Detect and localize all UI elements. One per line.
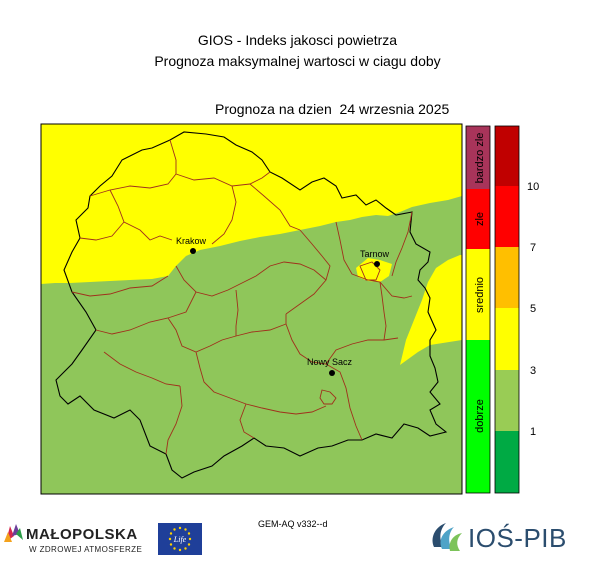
scale-label-3: 3 [530, 365, 536, 377]
voivodeship-border [55, 131, 448, 479]
city-marker-krakow: Krakow [176, 236, 207, 254]
legend-cat-bardzo-zle [466, 126, 490, 189]
ios-pib-logo-icon [432, 523, 462, 551]
legend-cat-srednio [466, 249, 490, 340]
legend-cat-label-dobrze: dobrze [474, 399, 486, 433]
eu-flag-icon: Life [158, 523, 202, 555]
city-label-nowy-sacz: Nowy Sacz [307, 357, 353, 367]
scale-label-7: 7 [530, 242, 536, 254]
city-label-tarnow: Tarnow [360, 249, 390, 259]
map-area-moderate [41, 124, 462, 284]
forecast-date: Prognoza na dzien 24 wrzesnia 2025 [215, 101, 450, 117]
scale-band-4 [495, 308, 519, 370]
index-scale: 10 7 5 3 1 [494, 125, 539, 494]
partner-tagline: W ZDROWEJ ATMOSFERZE [29, 545, 143, 554]
city-marker-tarnow: Tarnow [360, 249, 390, 267]
scale-band-3 [495, 247, 519, 308]
scale-band-6 [495, 431, 519, 493]
map-title: GIOS - Indeks jakosci powietrza [197, 32, 398, 48]
map-frame [40, 123, 463, 495]
legend-cat-label-zle: zle [474, 212, 486, 226]
model-version: GEM-AQ v332--d [258, 519, 328, 529]
scale-band-1 [495, 126, 519, 186]
institute-name: IOŚ-PIB [468, 523, 567, 553]
eu-life-text: Life [173, 535, 187, 544]
map-area-moderate-east [400, 255, 462, 365]
malopolska-logo-icon [4, 524, 23, 542]
legend-cat-label-bardzo-zle: bardzo zle [474, 133, 486, 184]
scale-label-10: 10 [527, 181, 539, 193]
city-dot [329, 370, 335, 376]
city-dot [374, 261, 380, 267]
scale-label-1: 1 [530, 426, 536, 438]
map-subtitle: Prognoza maksymalnej wartosci w ciagu do… [154, 53, 441, 69]
scale-label-5: 5 [530, 303, 536, 315]
city-marker-nowy-sacz: Nowy Sacz [307, 357, 353, 376]
district-borders [71, 139, 413, 455]
city-dot [190, 248, 196, 254]
category-legend: bardzo zle zle srednio dobrze [465, 125, 491, 494]
legend-cat-dobrze [466, 340, 490, 493]
legend-cat-zle [466, 189, 490, 249]
scale-band-2 [495, 186, 519, 247]
legend-cat-label-srednio: srednio [474, 277, 486, 313]
scale-band-5 [495, 370, 519, 431]
partner-name: MAŁOPOLSKA [26, 526, 138, 543]
city-label-krakow: Krakow [176, 236, 207, 246]
